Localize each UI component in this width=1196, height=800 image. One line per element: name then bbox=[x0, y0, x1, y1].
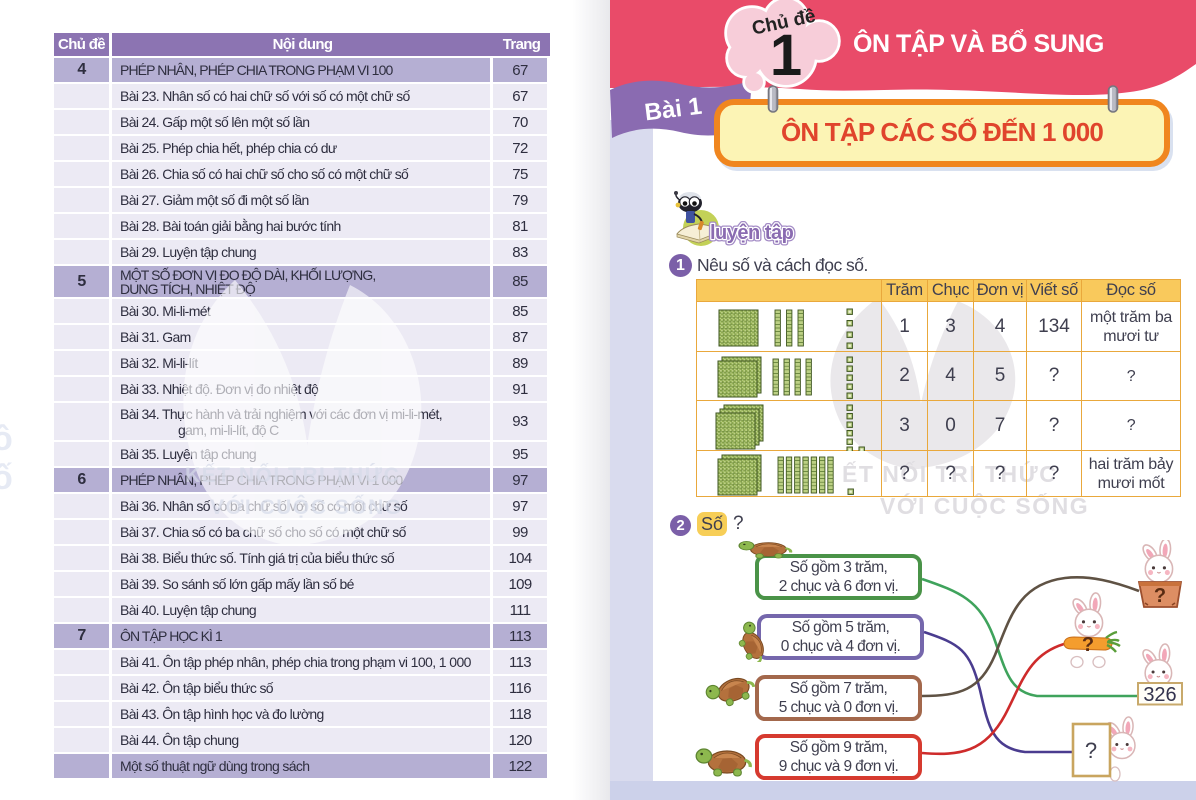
svg-text:326: 326 bbox=[1143, 684, 1176, 706]
svg-text:?: ? bbox=[1154, 585, 1166, 607]
svg-text:?: ? bbox=[1085, 738, 1097, 763]
svg-text:1: 1 bbox=[770, 23, 802, 88]
svg-text:luyện tập: luyện tập bbox=[710, 222, 794, 244]
svg-text:KẾT NỐI TRI THỨC: KẾT NỐI TRI THỨC bbox=[185, 463, 400, 487]
svg-text:luyện tập: luyện tập bbox=[710, 222, 794, 244]
svg-text:VỚI CUỘC SỐNG: VỚI CUỘC SỐNG bbox=[210, 495, 403, 519]
svg-text:VỚI CUỘC SỐNG: VỚI CUỘC SỐNG bbox=[880, 492, 1089, 519]
svg-text:?: ? bbox=[1082, 634, 1094, 656]
